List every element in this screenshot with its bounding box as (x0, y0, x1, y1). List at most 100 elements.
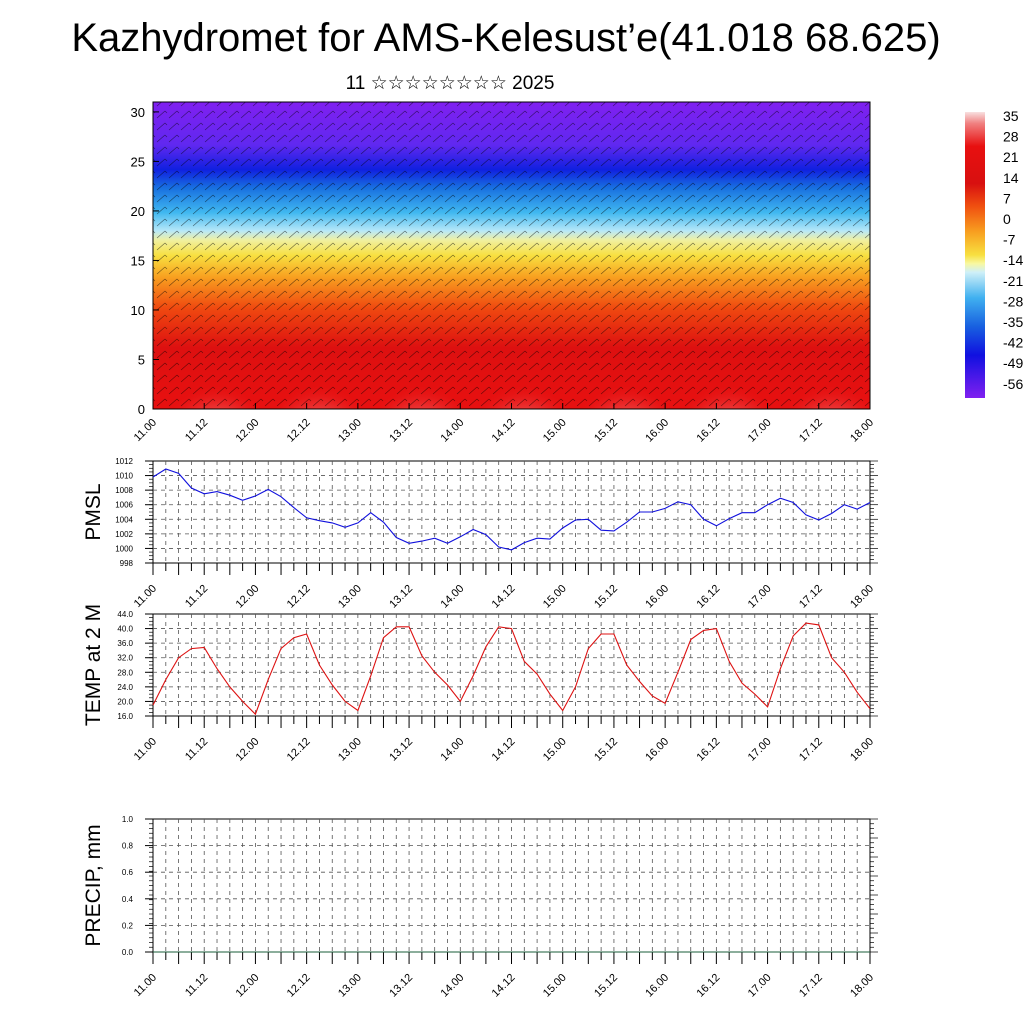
pmsl-x-tick: 18.00 (848, 583, 876, 611)
temp-x-tick: 11.00 (132, 736, 159, 763)
cross-section-y-tick: 10 (131, 303, 145, 318)
temp-x-tick: 11.12 (183, 736, 210, 763)
pmsl-series-line (152, 468, 871, 551)
cross-section-x-tick: 13.12 (387, 417, 415, 445)
pmsl-y-tick: 1010 (115, 472, 133, 481)
pmsl-y-tick: 1008 (115, 486, 133, 495)
colorbar-label: -56 (1003, 376, 1023, 392)
precip-x-tick: 13.12 (387, 972, 415, 1000)
precip-x-tick: 16.12 (695, 972, 723, 1000)
pmsl-x-tick: 13.12 (387, 583, 415, 611)
colorbar-label: -42 (1003, 335, 1023, 351)
pmsl-y-tick: 1012 (115, 457, 133, 466)
temp-chart: 16.0 20.0 24.0 28.0 32.0 36.0 40.0 44.0 11.00 11.… (82, 604, 878, 764)
precip-y-tick: 0.0 (122, 948, 134, 957)
cross-section-y-tick: 15 (131, 253, 145, 268)
precip-y-tick: 0.2 (122, 921, 134, 930)
temp-y-tick: 28.0 (117, 668, 133, 677)
temp-x-tick: 16.12 (695, 736, 723, 764)
temp-x-tick: 15.12 (592, 736, 620, 764)
cross-section-x-tick: 17.00 (746, 417, 774, 445)
precip-x-tick: 18.00 (848, 972, 876, 1000)
temp-y-label: TEMP at 2 M (82, 604, 105, 726)
cross-section-y-tick: 30 (131, 105, 145, 120)
cross-section-y-tick: 25 (131, 154, 145, 169)
pmsl-x-tick: 14.12 (490, 583, 518, 611)
pmsl-x-tick: 13.00 (336, 583, 364, 611)
colorbar: 35 28 21 14 7 0 -7 -14 -21 -28 -35 -42 -49 -56 (965, 108, 1023, 398)
pmsl-x-tick: 12.00 (234, 583, 262, 611)
precip-x-tick: 11.00 (132, 972, 159, 999)
precip-x-tick: 17.12 (797, 972, 825, 1000)
pmsl-y-tick: 1002 (115, 530, 133, 539)
pmsl-x-tick: 16.12 (695, 583, 723, 611)
pmsl-y-tick: 998 (120, 559, 134, 568)
colorbar-label: 21 (1003, 149, 1019, 165)
colorbar-label: 14 (1003, 170, 1019, 186)
pmsl-x-tick: 11.00 (132, 583, 159, 610)
colorbar-label: -35 (1003, 314, 1023, 330)
page-subtitle: 11 ☆☆☆☆☆☆☆☆ 2025 (345, 73, 555, 94)
cross-section-x-tick: 12.00 (234, 417, 262, 445)
pmsl-x-tick: 15.12 (592, 583, 620, 611)
temp-y-tick: 20.0 (117, 697, 133, 706)
colorbar-labels: 35 28 21 14 7 0 -7 -14 -21 -28 -35 -42 -49 -56 (1003, 108, 1023, 392)
cross-section-x-tick: 18.00 (848, 417, 876, 445)
precip-x-tick: 16.00 (643, 972, 671, 1000)
page-title: Kazhydromet for AMS-Kelesust’e(41.018 68… (71, 16, 941, 60)
pmsl-x-tick: 17.12 (797, 583, 825, 611)
colorbar-label: 35 (1003, 108, 1019, 124)
precip-chart: 0.0 0.2 0.4 0.6 0.8 1.0 11.00 11.12 12.00 12.12 13… (82, 815, 878, 1000)
pmsl-chart: 998 1000 1002 1004 1006 1008 1010 1012 11.00 11.1… (82, 457, 878, 611)
temp-y-tick: 16.0 (117, 712, 133, 721)
cross-section-x-tick: 12.12 (285, 417, 313, 445)
temp-y-tick: 24.0 (117, 683, 133, 692)
pmsl-x-tick: 16.00 (643, 583, 671, 611)
precip-y-tick: 1.0 (122, 815, 134, 824)
temp-x-tick: 17.00 (746, 736, 774, 764)
precip-x-tick: 11.12 (183, 972, 210, 999)
temp-x-tick: 13.00 (336, 736, 364, 764)
precip-y-tick: 0.8 (122, 842, 134, 851)
cross-section-x-tick: 14.00 (438, 417, 466, 445)
precip-x-tick: 12.00 (234, 972, 262, 1000)
wind-barbs (153, 102, 870, 409)
precip-x-tick: 15.12 (592, 972, 620, 1000)
colorbar-label: -28 (1003, 293, 1023, 309)
temp-x-tick: 12.00 (234, 736, 262, 764)
temp-y-tick: 40.0 (117, 625, 133, 634)
precip-x-tick: 14.12 (490, 972, 518, 1000)
colorbar-swatch (965, 112, 985, 398)
pmsl-y-tick: 1000 (115, 544, 133, 553)
cross-section-x-tick: 15.12 (592, 417, 620, 445)
temp-x-tick: 12.12 (285, 736, 313, 764)
precip-y-label: PRECIP, mm (82, 824, 105, 946)
pmsl-y-tick: 1004 (115, 515, 133, 524)
precip-x-tick: 14.00 (438, 972, 466, 1000)
colorbar-label: -49 (1003, 355, 1023, 371)
precip-y-tick: 0.4 (122, 895, 134, 904)
temp-y-tick: 44.0 (117, 610, 133, 619)
cross-section-x-tick: 13.00 (336, 417, 364, 445)
cross-section-y-tick: 0 (138, 402, 145, 417)
temp-x-tick: 18.00 (848, 736, 876, 764)
cross-section-x-tick: 16.12 (695, 417, 723, 445)
colorbar-label: 28 (1003, 129, 1019, 145)
pmsl-x-tick: 11.12 (183, 583, 210, 610)
cross-section-x-tick: 15.00 (541, 417, 569, 445)
temp-x-tick: 16.00 (643, 736, 671, 764)
pmsl-x-tick: 17.00 (746, 583, 774, 611)
temp-y-tick: 32.0 (117, 654, 133, 663)
precip-x-tick: 17.00 (746, 972, 774, 1000)
cross-section-y-tick: 20 (131, 204, 145, 219)
cross-section-x-tick: 17.12 (797, 417, 825, 445)
temp-x-tick: 13.12 (387, 736, 415, 764)
cross-section-x-tick: 11.12 (183, 417, 210, 444)
cross-section-x-tick: 14.12 (490, 417, 518, 445)
pmsl-x-tick: 12.12 (285, 583, 313, 611)
cross-section-y-ticks: 0 5 10 15 20 25 30 (131, 105, 159, 417)
precip-x-tick: 15.00 (541, 972, 569, 1000)
precip-x-tick: 12.12 (285, 972, 313, 1000)
colorbar-label: 0 (1003, 211, 1011, 227)
